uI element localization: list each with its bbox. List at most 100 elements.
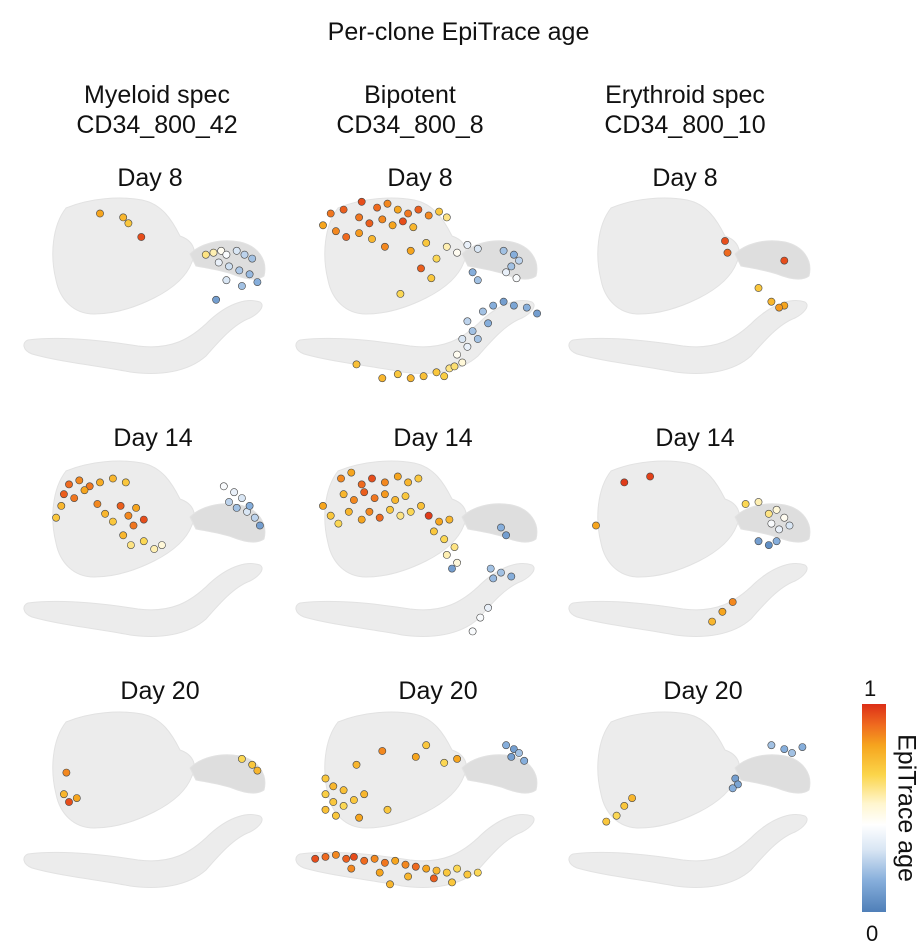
clone-cell-point [381,858,389,867]
clone-cell-point [360,790,369,799]
column-subtitle: CD34_800_42 [76,111,238,139]
figure-title: Per-clone EpiTrace age [327,18,590,46]
clone-cell-point [422,741,431,750]
clone-cell-point [404,872,412,881]
clone-points [60,755,262,806]
clone-cell-point [785,521,794,530]
clone-cell-point [321,790,330,799]
clone-cell-point [424,511,433,520]
clone-cell-point [788,749,796,757]
column-header-myeloid: Myeloid spec CD34_800_42 [22,80,292,140]
clone-cell-point [360,856,369,865]
clone-cell-point [62,768,71,777]
colorbar-title: EpiTrace age [892,734,917,882]
clone-cell-point [373,203,381,212]
clone-cell-point [65,480,73,489]
clone-cell-point [432,866,441,875]
clone-cell-point [383,805,392,814]
clone-cell-point [458,335,467,343]
clone-cell-point [463,342,472,351]
clone-cell-point [237,755,246,763]
clone-cell-point [391,856,400,865]
clone-cell-point [798,743,807,751]
umap-cell-cloud [52,460,195,578]
clone-cell-point [60,790,68,799]
umap-cell-cloud [734,754,811,794]
clone-cell-point [414,474,423,483]
clone-cell-point [370,494,379,502]
clone-cell-point [381,478,389,487]
umap-background [295,460,538,637]
clone-cell-point [463,241,472,249]
clone-cell-point [417,502,425,510]
clone-cell-point [347,864,356,873]
umap-panel [568,460,811,637]
umap-panel [295,460,538,637]
umap-panel [23,711,266,888]
clone-cell-point [473,335,482,343]
clone-cell-point [85,482,94,491]
clone-cell-point [754,498,763,506]
clone-cell-point [124,511,133,520]
clone-cell-point [602,817,611,826]
clone-cell-point [468,268,477,277]
clone-points [319,468,516,636]
clone-cell-point [533,309,541,318]
clone-cell-point [344,507,353,516]
clone-cell-point [65,798,73,806]
clone-cell-point [502,741,510,750]
clone-cell-point [767,741,776,750]
clone-cell-point [355,229,363,237]
clone-cell-point [326,511,335,520]
clone-cell-point [520,756,529,765]
clone-cell-point [139,537,148,546]
umap-cell-cloud [324,711,467,829]
umap-background [295,711,538,888]
clone-cell-point [332,850,340,859]
clone-cell-point [440,758,449,767]
clone-cell-point [440,535,449,544]
clone-cell-point [522,303,531,312]
clone-cell-point [381,490,389,499]
clone-cell-point [741,500,750,508]
clone-cell-point [60,490,68,499]
clone-cell-point [419,372,428,381]
clone-cell-point [411,753,420,761]
clone-cell-point [393,370,402,379]
umap-cell-cloud [295,300,535,374]
column-header-bipotent: Bipotent CD34_800_8 [275,80,545,140]
colorbar-max-label: 1 [864,676,877,701]
clone-points [52,474,264,553]
clone-cell-point [429,874,438,883]
clone-cell-point [332,227,340,236]
clone-cell-point [350,796,358,804]
clone-cell-point [129,521,138,530]
day-label: Day 14 [393,424,473,452]
clone-cell-point [337,474,345,483]
clone-cell-point [484,603,492,612]
clone-cell-point [775,303,783,312]
clone-cell-point [253,278,262,286]
clone-cell-point [347,468,356,477]
clone-cell-point [411,862,420,871]
clone-cell-point [355,813,363,822]
clone-cell-point [248,254,257,263]
clone-cell-point [225,262,233,271]
clone-cell-point [70,494,79,502]
clone-cell-point [448,878,456,887]
clone-points [319,197,541,383]
column-title: Bipotent [364,81,456,109]
clone-cell-point [435,517,443,526]
clone-cell-point [780,745,789,753]
clone-points [96,209,262,304]
clone-cell-point [453,864,461,873]
clone-cell-point [406,246,415,255]
umap-cell-cloud [189,754,266,794]
clone-cell-point [406,374,415,383]
day-label: Day 8 [387,164,453,192]
clone-cell-point [119,213,128,222]
clone-cell-point [497,523,505,532]
clone-cell-point [355,213,363,222]
clone-cell-point [512,274,521,283]
clone-cell-point [217,246,226,255]
